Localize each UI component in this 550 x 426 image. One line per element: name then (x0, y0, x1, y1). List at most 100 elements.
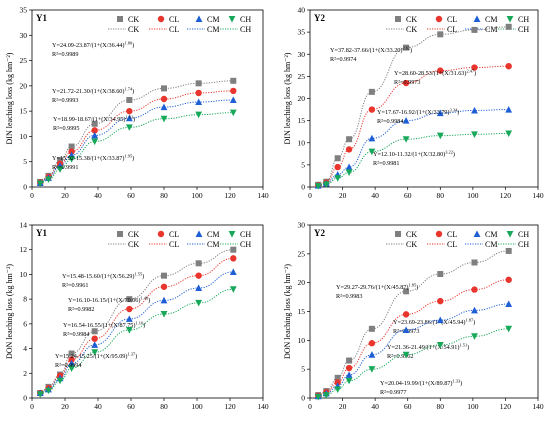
legend-label: CH (518, 15, 529, 24)
legend-label: CK (406, 240, 417, 249)
x-tick-label: 40 (371, 402, 379, 411)
data-point (471, 306, 478, 314)
x-tick-label: 120 (224, 191, 236, 200)
legend-marker (473, 15, 481, 22)
data-point (402, 326, 410, 333)
fit-equation: Y=15.92-15.38/(1+(X/33.87)1.95) (52, 154, 134, 163)
legend-label: CL (169, 240, 179, 249)
data-point (436, 132, 444, 140)
series-ck: Y=24.09-23.87/(1+(X/36.44)1.80)R²=0.9989 (37, 41, 237, 185)
legend-marker (473, 230, 481, 237)
legend-label: CL (447, 25, 457, 34)
legend-label: CH (518, 230, 529, 239)
data-point (437, 31, 444, 38)
y-tick-label: 14 (20, 221, 28, 230)
x-tick-label: 40 (94, 402, 102, 411)
data-point (368, 106, 376, 113)
data-point (436, 109, 444, 117)
fit-r2: R²=0.9981 (373, 160, 400, 167)
series-ch: Y=20.04-19.99/(1+(X/89.87)1.33)R²=0.9977 (314, 325, 513, 401)
fit-equation: Y=16.10-16.15/(1+(X/70.06)1.46) (68, 296, 150, 305)
legend-label: CH (240, 15, 251, 24)
fit-r2: R²=0.9994 (55, 362, 82, 369)
fit-curve (318, 132, 509, 187)
data-point (125, 124, 133, 131)
y-tick-label: 30 (298, 221, 306, 230)
data-point (505, 276, 512, 283)
data-point (36, 180, 44, 188)
data-point (368, 366, 376, 373)
fit-equation: Y=29.27-29.76/(1+(X/45.87)1.85) (336, 283, 418, 292)
data-point (195, 98, 203, 106)
data-point (91, 131, 99, 139)
fit-curve (40, 288, 234, 395)
legend-label: CK (406, 25, 417, 34)
panel-label: Y1 (36, 228, 47, 238)
legend-marker (506, 16, 514, 23)
y-tick-label: 30 (298, 50, 306, 59)
data-point (505, 300, 513, 308)
data-point (57, 157, 64, 164)
chart-panel-3: 0 20 40 60 80 100 120 140 0 2 4 6 8 10 12 14 DON leachin… (5, 221, 269, 412)
fit-equation: Y=12.10-11.32/(1+(X/32.80)3.22) (373, 150, 455, 159)
data-point (56, 377, 64, 385)
x-tick-label: 60 (404, 191, 412, 200)
data-point (402, 311, 410, 318)
data-point (345, 169, 353, 176)
data-point (91, 341, 99, 348)
data-point (161, 272, 167, 279)
fit-r2: R²=0.9991 (52, 164, 79, 171)
data-point (126, 97, 133, 104)
data-point (346, 136, 353, 143)
legend-label: CK (128, 25, 139, 34)
data-point (368, 340, 376, 347)
y-axis-label: DON leaching loss (kg hm⁻²) (283, 264, 292, 359)
data-point (125, 114, 133, 122)
data-point (505, 105, 513, 113)
data-point (437, 297, 444, 305)
data-point (160, 115, 168, 123)
data-point (229, 109, 237, 117)
fit-curve (40, 271, 234, 394)
plot-frame (31, 9, 264, 188)
data-point (345, 364, 353, 372)
y-tick-label: 20 (298, 94, 306, 103)
data-point (402, 351, 410, 359)
data-point (334, 155, 341, 162)
panel-label: Y2 (314, 228, 325, 238)
y-tick-label: 10 (298, 138, 306, 147)
data-point (471, 131, 478, 138)
chart-panel-1: 0 20 40 60 80 100 120 140 0 5 10 15 20 25 30 35 DIN leac… (5, 6, 269, 201)
series-ch: Y=12.10-11.32/(1+(X/32.80)3.22)R²=0.9981 (314, 130, 513, 190)
data-point (68, 359, 75, 367)
fit-equation: Y=24.09-23.87/(1+(X/36.44)1.80) (52, 41, 134, 50)
legend-marker (435, 230, 443, 238)
fit-equation: Y=16.54-16.55/(1+(X/87.75)1.16) (63, 321, 145, 330)
legend-label: CK (406, 230, 417, 239)
legend-label: CH (240, 25, 251, 34)
legend-label: CM (485, 25, 497, 34)
data-point (322, 392, 330, 399)
legend-label: CH (240, 240, 251, 249)
data-point (471, 333, 478, 340)
data-point (36, 391, 44, 398)
y-tick-label: 10 (20, 270, 28, 279)
legend-marker (157, 230, 165, 238)
fit-r2: R²=0.9984 (63, 331, 90, 338)
legend-label: CM (485, 240, 497, 249)
legend-marker (435, 15, 443, 23)
data-point (368, 325, 375, 332)
y-tick-label: 15 (298, 116, 306, 125)
legend-label: CM (207, 25, 219, 34)
data-point (160, 95, 168, 103)
legend-marker (228, 16, 236, 23)
x-tick-label: 120 (500, 191, 512, 200)
data-point (161, 85, 167, 92)
data-point (505, 23, 512, 30)
